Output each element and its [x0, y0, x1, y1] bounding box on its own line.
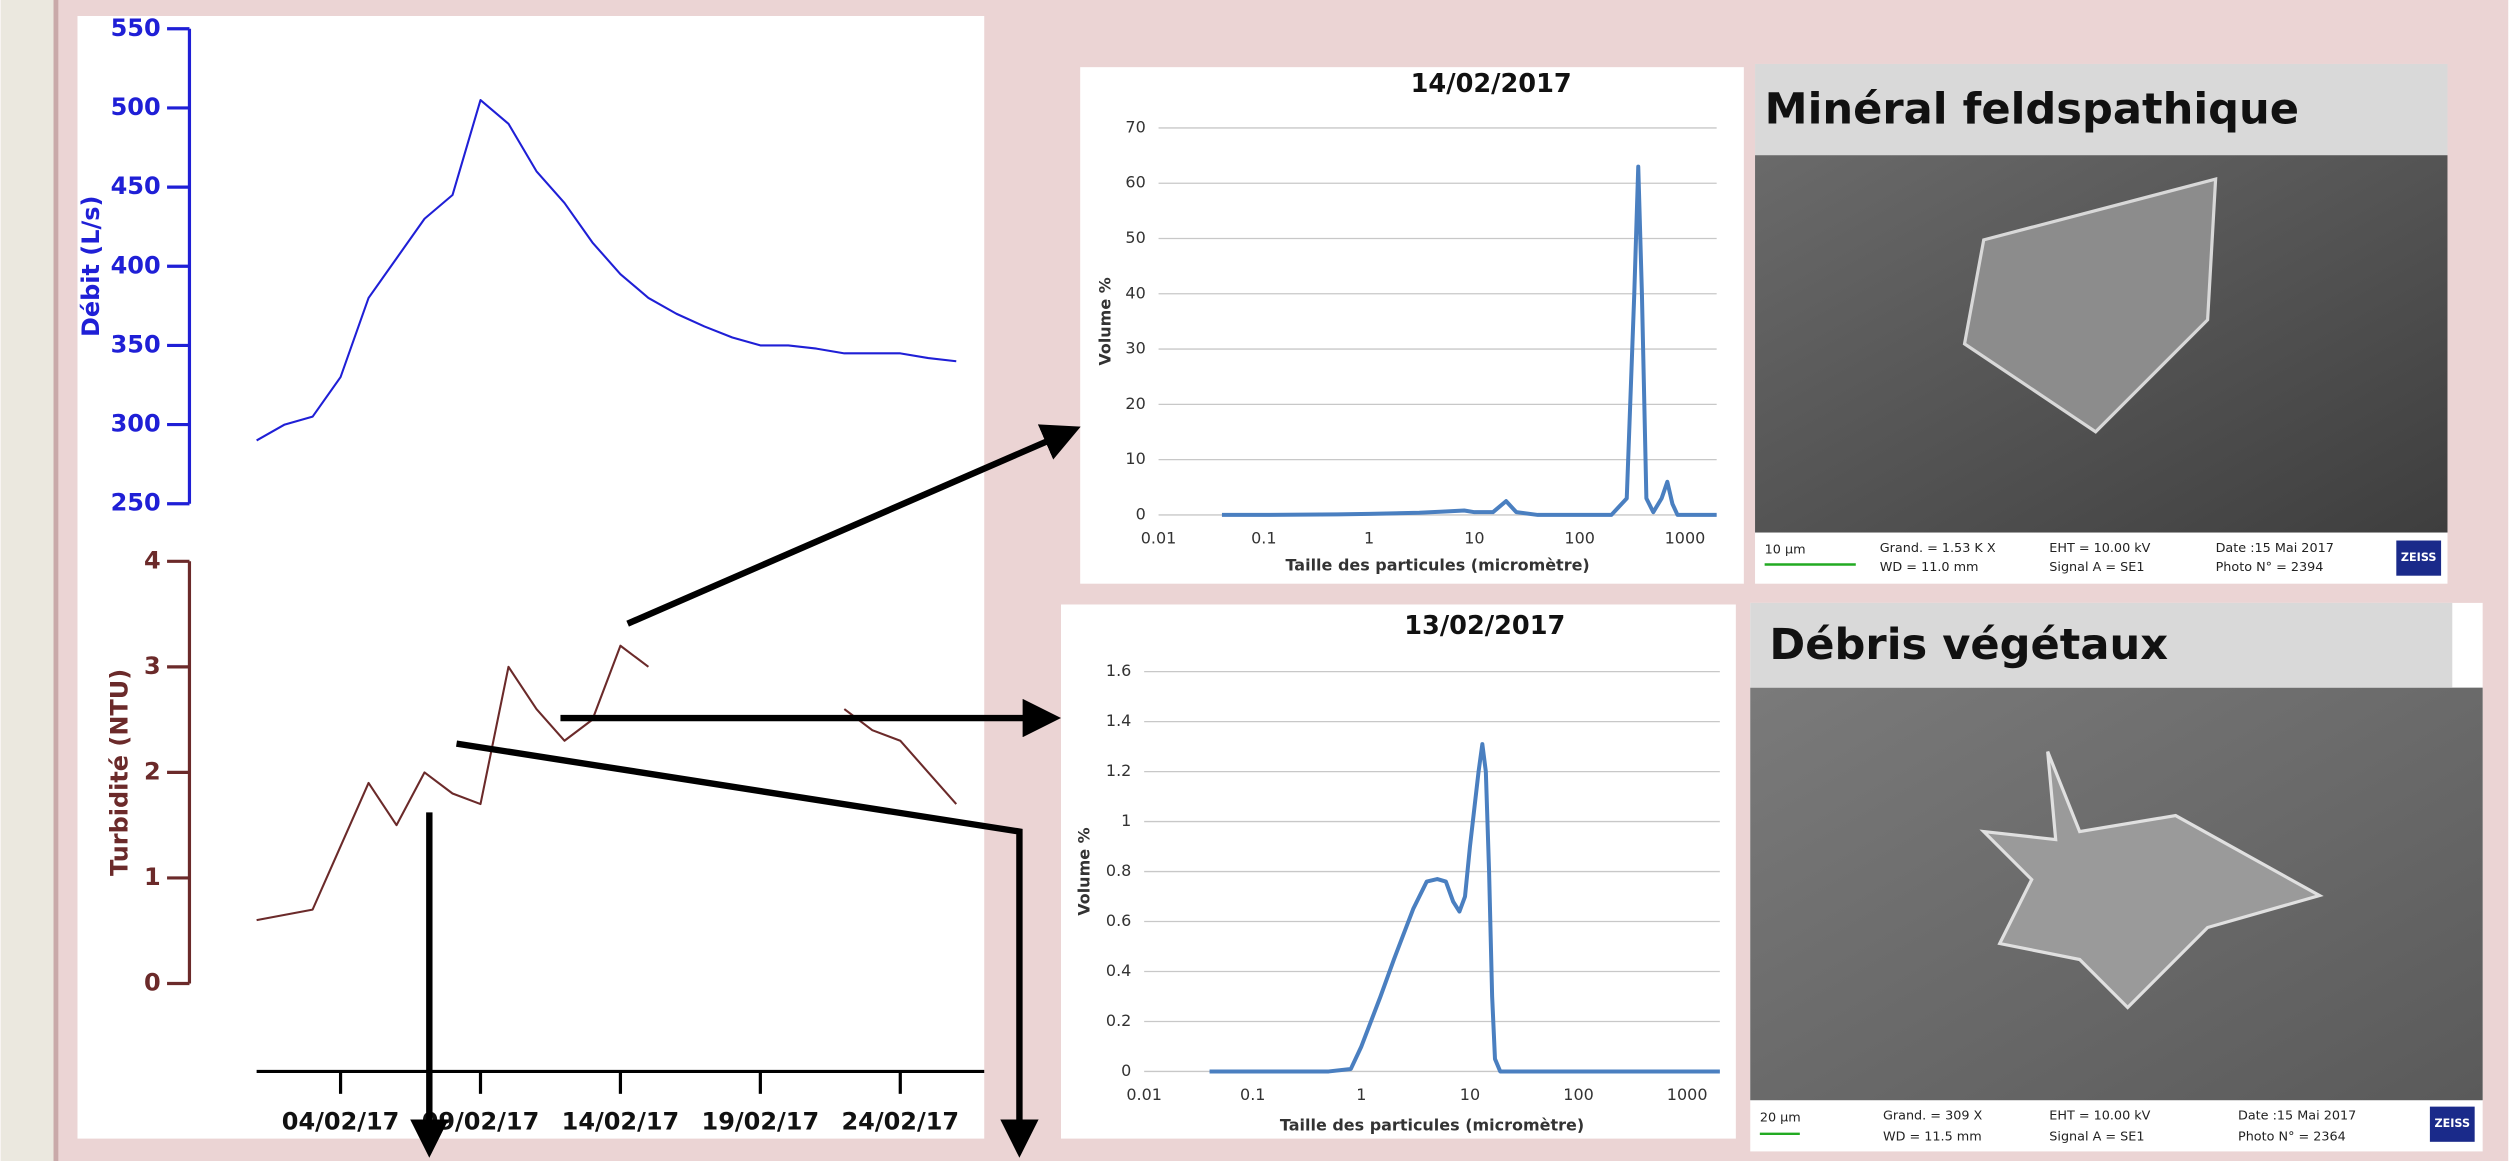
y-tick-label: 2 — [144, 757, 161, 785]
y-axis-label: Volume % — [1095, 277, 1114, 365]
x-tick-label: 1 — [1356, 1085, 1366, 1104]
eht: EHT = 10.00 kV — [2049, 541, 2150, 556]
strip-border — [54, 0, 59, 1161]
magnification: Grand. = 1.53 K X — [1880, 541, 1996, 556]
y-tick-label: 20 — [1125, 394, 1145, 413]
y-tick-label: 450 — [111, 172, 161, 200]
date: Date :15 Mai 2017 — [2238, 1109, 2356, 1124]
x-tick-label: 24/02/17 — [841, 1108, 959, 1136]
y-tick-label: 70 — [1125, 117, 1145, 136]
signal: Signal A = SE1 — [2049, 560, 2144, 575]
photo-number: Photo N° = 2394 — [2216, 560, 2324, 575]
y-tick-label: 10 — [1125, 449, 1145, 468]
y-tick-label: 60 — [1125, 173, 1145, 192]
left-strip — [1, 0, 54, 1161]
x-tick-label: 100 — [1564, 528, 1595, 547]
signal: Signal A = SE1 — [2049, 1130, 2144, 1145]
y-tick-label: 0.6 — [1106, 911, 1131, 930]
magnification: Grand. = 309 X — [1883, 1109, 1983, 1124]
x-axis-label: Taille des particules (micromètre) — [1280, 1115, 1584, 1134]
y-tick-label: 1.2 — [1106, 761, 1131, 780]
x-tick-label: 1000 — [1667, 1085, 1708, 1104]
chart-title: 13/02/2017 — [1404, 611, 1565, 641]
y-tick-label: 30 — [1125, 339, 1145, 358]
photo-number: Photo N° = 2364 — [2238, 1130, 2346, 1145]
y-tick-label: 50 — [1125, 228, 1145, 247]
y-axis-label: Débit (L/s) — [77, 195, 105, 337]
y-tick-label: 400 — [111, 251, 161, 279]
x-tick-label: 09/02/17 — [422, 1108, 540, 1136]
y-axis-label: Volume % — [1074, 827, 1093, 915]
x-tick-label: 0.1 — [1240, 1085, 1265, 1104]
x-tick-label: 100 — [1563, 1085, 1594, 1104]
x-tick-label: 04/02/17 — [282, 1108, 400, 1136]
brand: ZEISS — [2435, 1117, 2471, 1130]
x-tick-label: 19/02/17 — [702, 1108, 820, 1136]
y-tick-label: 350 — [111, 330, 161, 358]
y-tick-label: 550 — [111, 14, 161, 42]
y-tick-label: 1 — [144, 863, 161, 891]
x-axis-label: Taille des particules (micromètre) — [1285, 556, 1589, 575]
brand: ZEISS — [2401, 551, 2437, 564]
scale-bar-label: 20 µm — [1760, 1110, 1801, 1125]
date: Date :15 Mai 2017 — [2216, 541, 2334, 556]
y-tick-label: 3 — [144, 652, 161, 680]
chart-title: 14/02/2017 — [1411, 69, 1572, 99]
slide: Minéral feldspathique 10 µm Grand. = 1.5… — [0, 0, 2509, 1161]
y-tick-label: 0.8 — [1106, 861, 1131, 880]
x-tick-label: 10 — [1464, 528, 1484, 547]
y-tick-label: 0 — [1136, 504, 1146, 523]
x-tick-label: 1000 — [1665, 528, 1706, 547]
y-tick-label: 250 — [111, 489, 161, 517]
wd: WD = 11.0 mm — [1880, 560, 1979, 575]
image-title: Minéral feldspathique — [1765, 84, 2299, 134]
x-tick-label: 0.01 — [1141, 528, 1177, 547]
y-tick-label: 300 — [111, 410, 161, 438]
y-tick-label: 1.4 — [1106, 711, 1131, 730]
timeseries-panel — [78, 16, 985, 1139]
y-tick-label: 0.4 — [1106, 961, 1131, 980]
x-tick-label: 0.01 — [1126, 1085, 1162, 1104]
y-tick-label: 1.6 — [1106, 661, 1131, 680]
y-tick-label: 40 — [1125, 283, 1145, 302]
eht: EHT = 10.00 kV — [2049, 1109, 2150, 1124]
scale-bar-label: 10 µm — [1765, 543, 1806, 558]
y-tick-label: 1 — [1121, 811, 1131, 830]
y-tick-label: 0 — [144, 968, 161, 996]
wd: WD = 11.5 mm — [1883, 1130, 1982, 1145]
y-axis-label: Turbidité (NTU) — [106, 669, 134, 876]
y-tick-label: 0 — [1121, 1061, 1131, 1080]
y-tick-label: 4 — [144, 546, 161, 574]
image-title: Débris végétaux — [1769, 620, 2168, 670]
x-tick-label: 0.1 — [1251, 528, 1276, 547]
x-tick-label: 10 — [1460, 1085, 1480, 1104]
x-tick-label: 14/02/17 — [562, 1108, 680, 1136]
y-tick-label: 0.2 — [1106, 1011, 1131, 1030]
x-tick-label: 1 — [1364, 528, 1374, 547]
y-tick-label: 500 — [111, 93, 161, 121]
